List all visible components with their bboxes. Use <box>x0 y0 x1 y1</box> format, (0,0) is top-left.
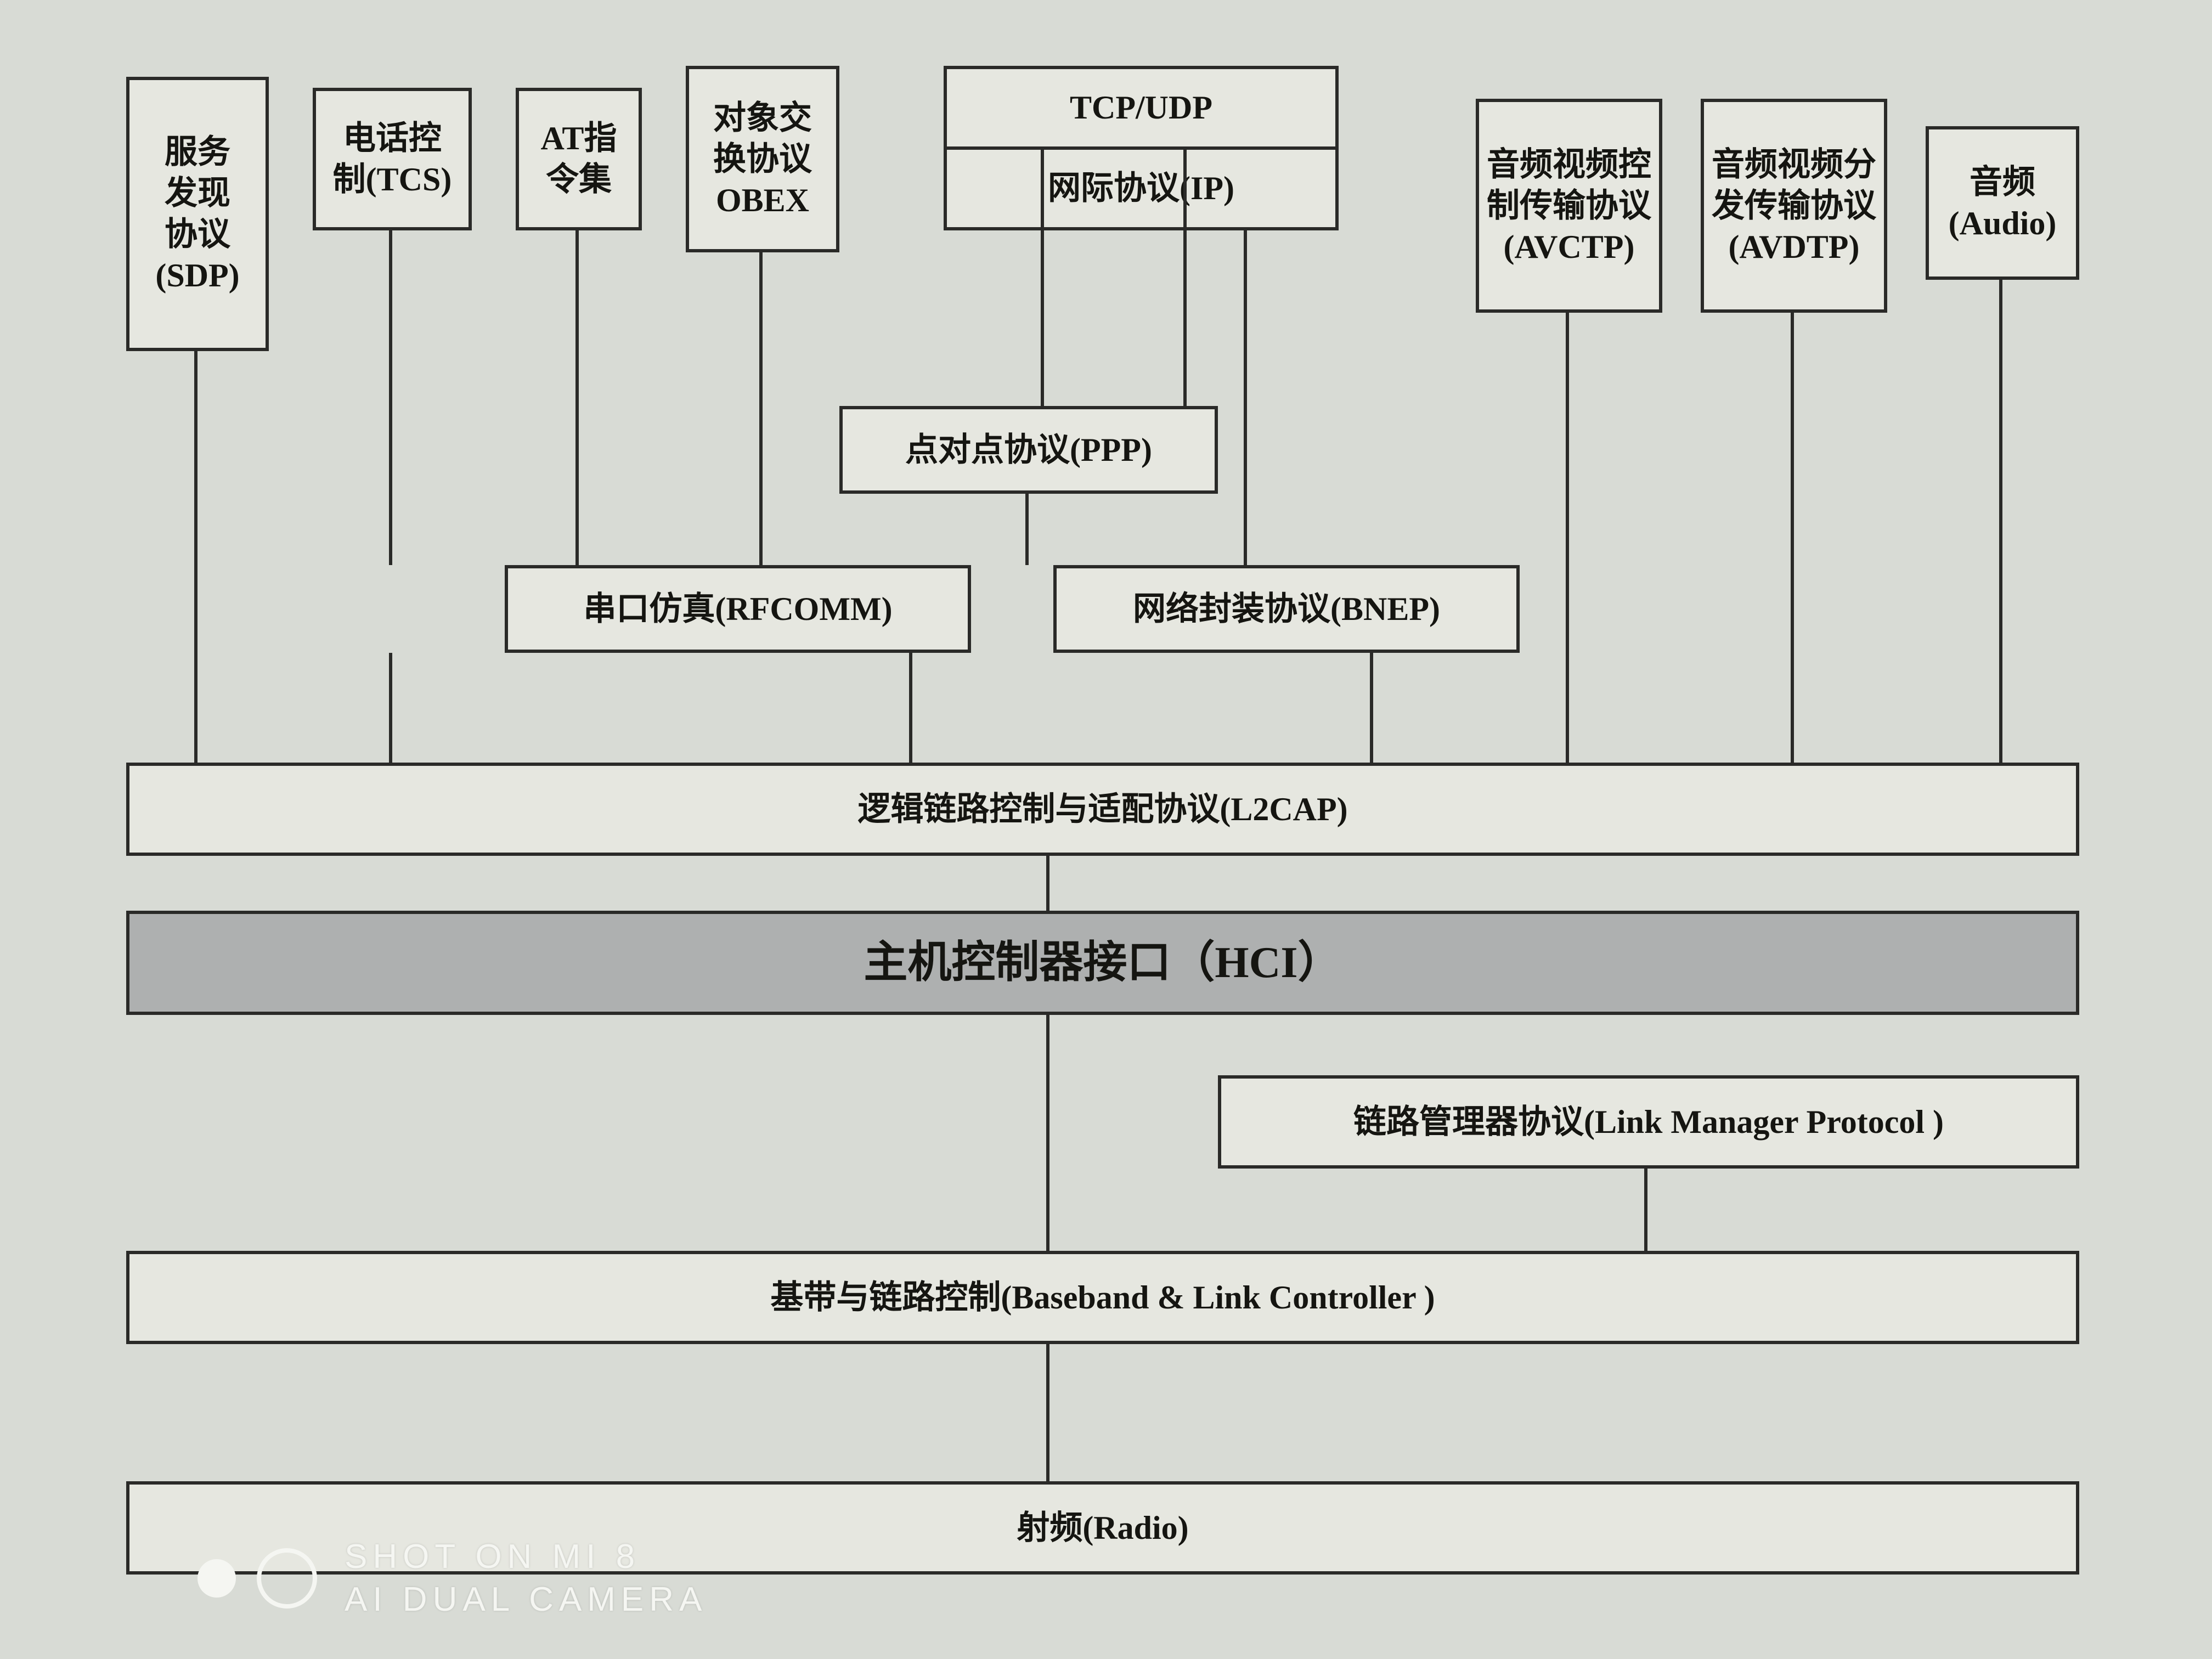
connector-11 <box>1566 313 1569 763</box>
node-tcs-label: 电话控制(TCS) <box>333 118 452 200</box>
diagram-stage: 服务发现协议(SDP) 电话控制(TCS) AT指令集 对象交换协议OBEX TCP/U… <box>0 0 2212 1659</box>
connector-5 <box>909 653 912 763</box>
node-obex-label: 对象交换协议OBEX <box>713 98 812 221</box>
node-ip: 网际协议(IP) <box>944 148 1339 230</box>
watermark-line1: SHOT ON MI 8 <box>345 1536 707 1578</box>
node-hci-label: 主机控制器接口（HCI） <box>864 935 1341 990</box>
watermark-text: SHOT ON MI 8 AI DUAL CAMERA <box>345 1536 707 1621</box>
node-l2cap-label: 逻辑链路控制与适配协议(L2CAP) <box>857 789 1347 830</box>
node-at: AT指令集 <box>516 88 642 230</box>
connector-2 <box>389 653 392 763</box>
node-tcp-label: TCP/UDP <box>1070 87 1212 128</box>
node-obex: 对象交换协议OBEX <box>686 66 839 252</box>
node-ppp: 点对点协议(PPP) <box>839 406 1218 494</box>
node-tcp: TCP/UDP <box>944 66 1339 148</box>
node-radio-label: 射频(Radio) <box>1017 1508 1188 1549</box>
connector-15 <box>1046 1015 1049 1251</box>
connector-4 <box>759 252 763 565</box>
node-baseband-label: 基带与链路控制(Baseband & Link Controller ) <box>770 1277 1435 1318</box>
connector-16 <box>1644 1169 1647 1251</box>
connector-17 <box>1046 1344 1049 1481</box>
node-rfcomm-label: 串口仿真(RFCOMM) <box>583 589 892 630</box>
node-sdp: 服务发现协议(SDP) <box>126 77 269 351</box>
node-bnep: 网络封装协议(BNEP) <box>1053 565 1520 653</box>
node-avdtp: 音频视频分发传输协议(AVDTP) <box>1701 99 1887 313</box>
camera-watermark: SHOT ON MI 8 AI DUAL CAMERA <box>198 1536 707 1621</box>
node-avdtp-label: 音频视频分发传输协议(AVDTP) <box>1712 144 1876 268</box>
ring-icon <box>257 1548 317 1609</box>
node-avctp-label: 音频视频控制传输协议(AVCTP) <box>1487 144 1651 268</box>
connector-12 <box>1791 313 1794 763</box>
node-tcs: 电话控制(TCS) <box>313 88 472 230</box>
node-baseband: 基带与链路控制(Baseband & Link Controller ) <box>126 1251 2079 1344</box>
connector-10 <box>1370 653 1373 763</box>
connector-8 <box>1183 148 1187 406</box>
watermark-line2: AI DUAL CAMERA <box>345 1578 707 1621</box>
connector-6 <box>1025 494 1029 565</box>
connector-13 <box>1999 280 2002 763</box>
node-sdp-label: 服务发现协议(SDP) <box>155 132 239 296</box>
node-ppp-label: 点对点协议(PPP) <box>905 430 1152 471</box>
node-audio: 音频(Audio) <box>1926 126 2079 280</box>
node-hci: 主机控制器接口（HCI） <box>126 911 2079 1015</box>
connector-3 <box>575 230 579 565</box>
node-l2cap: 逻辑链路控制与适配协议(L2CAP) <box>126 763 2079 856</box>
node-ip-label: 网际协议(IP) <box>1048 168 1234 209</box>
node-avctp: 音频视频控制传输协议(AVCTP) <box>1476 99 1662 313</box>
dot-icon <box>198 1559 236 1598</box>
node-rfcomm: 串口仿真(RFCOMM) <box>505 565 971 653</box>
watermark-dots <box>198 1548 317 1609</box>
connector-9 <box>1244 230 1247 565</box>
node-lmp: 链路管理器协议(Link Manager Protocol ) <box>1218 1075 2079 1169</box>
node-at-label: AT指令集 <box>541 118 617 200</box>
connector-0 <box>194 351 198 763</box>
connector-14 <box>1046 856 1049 911</box>
node-audio-label: 音频(Audio) <box>1949 162 2057 244</box>
node-lmp-label: 链路管理器协议(Link Manager Protocol ) <box>1353 1102 1944 1143</box>
connector-7 <box>1041 148 1044 406</box>
connector-1 <box>389 230 392 565</box>
node-bnep-label: 网络封装协议(BNEP) <box>1133 589 1440 630</box>
